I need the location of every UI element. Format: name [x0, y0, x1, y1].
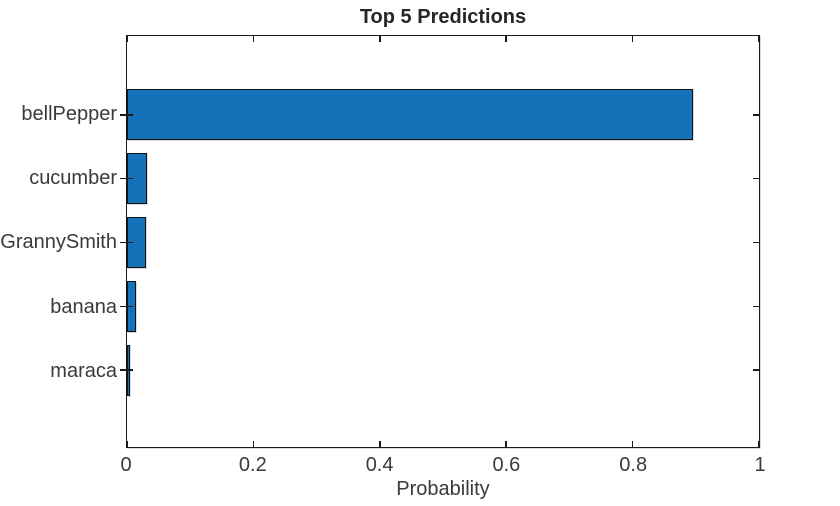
x-tick-label-0: 0: [120, 454, 132, 476]
y-tick-right: [753, 114, 759, 116]
x-tick-top: [631, 36, 634, 42]
chart-title: Top 5 Predictions: [359, 6, 527, 28]
y-tick-right: [753, 369, 759, 371]
x-tick-label-0.8: 0.8: [619, 454, 648, 476]
y-tick-left: [120, 114, 133, 116]
x-tick-bottom: [379, 441, 381, 447]
y-tick-left: [120, 241, 133, 244]
y-tick-right: [753, 241, 759, 244]
y-axis-label-banana: banana: [50, 295, 117, 318]
x-tick-bottom: [758, 441, 760, 447]
y-axis-label-bellPepper: bellPepper: [21, 103, 117, 126]
x-tick-top: [126, 36, 128, 42]
bar-bellPepper: [127, 89, 693, 141]
x-tick-top: [252, 36, 255, 42]
x-tick-bottom: [126, 441, 128, 447]
x-tick-label-1: 1: [754, 454, 766, 476]
x-tick-top: [379, 36, 381, 42]
x-tick-top: [505, 36, 507, 42]
y-tick-right: [753, 177, 759, 180]
x-tick-label-0.4: 0.4: [365, 454, 394, 476]
x-tick-bottom: [631, 441, 634, 447]
x-tick-label-0.6: 0.6: [492, 454, 521, 476]
y-tick-left: [120, 305, 133, 308]
x-tick-bottom: [505, 441, 507, 447]
plot-area: [120, 35, 760, 448]
y-axis-label-cucumber: cucumber: [29, 167, 117, 190]
x-axis-label: Probability: [396, 478, 490, 500]
y-axis-label-maraca: maraca: [50, 359, 117, 382]
x-tick-label-0.2: 0.2: [238, 454, 267, 476]
x-tick-bottom: [252, 441, 255, 447]
y-tick-left: [120, 177, 133, 180]
y-axis-label-GrannySmith: GrannySmith: [0, 231, 117, 254]
y-tick-left: [120, 369, 133, 371]
x-tick-top: [758, 36, 760, 42]
y-tick-right: [753, 305, 759, 308]
